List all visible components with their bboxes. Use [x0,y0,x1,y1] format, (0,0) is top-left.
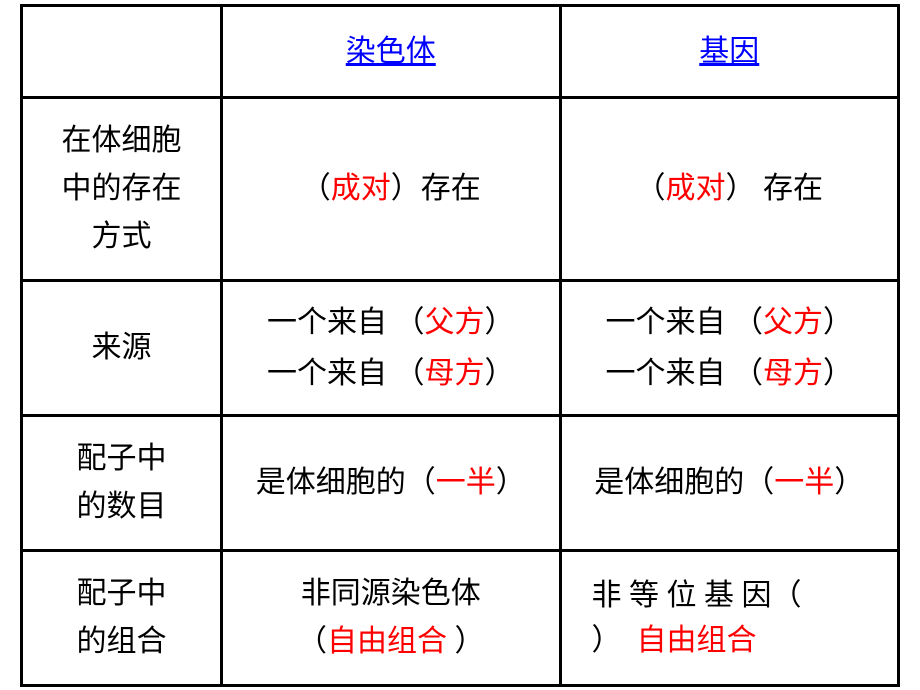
row2-c1-l1-pre: 一个来自 （ [267,306,425,339]
row4-label-l1: 配子中 [77,570,167,618]
row4-c1-l2-close: ） [447,625,485,658]
row2-gene: 一个来自 （父方） 一个来自 （母方） [562,282,898,414]
row1-label-l3: 方式 [62,213,182,261]
row2-c2-l1-red: 父方 [763,306,823,339]
row3-label-l2: 的数目 [77,483,167,531]
row2-label: 来源 [23,282,223,414]
row2-label-text: 来源 [92,325,152,370]
header-chromosome: 染色体 [223,7,562,96]
row2-c1-l1-post: ） [485,306,515,339]
row2-c1-l2-pre: 一个来自 （ [267,357,425,390]
row1-c2-red: 成对 [666,172,726,205]
row3-c2-red: 一半 [774,466,834,499]
row1-c2-close: ） 存在 [726,172,824,205]
row2-c2-l2-pre: 一个来自 （ [606,357,764,390]
header-chromosome-text: 染色体 [346,29,436,74]
row2-c1-l2-post: ） [485,357,515,390]
row1-gene: （成对） 存在 [562,99,898,279]
row1-c1-red: 成对 [331,172,391,205]
row1-label-l2: 中的存在 [62,165,182,213]
row2-c2-l2-post: ） [823,357,853,390]
row2-c2-l1-pre: 一个来自 （ [606,306,764,339]
row3-label-l1: 配子中 [77,435,167,483]
row1-c1-open: （ [301,172,331,205]
comparison-table: 染色体 基因 在体细胞 中的存在 方式 （成对）存在 （成对） 存在 来 [20,4,900,687]
row4-c2-l1: 非 等 位 基 因（ [592,573,888,618]
row2-c2-l1-post: ） [823,306,853,339]
row4-gene: 非 等 位 基 因（ ） 自由组合 [562,552,898,684]
row1-label: 在体细胞 中的存在 方式 [23,99,223,279]
table-row: 配子中 的组合 非同源染色体 （自由组合 ） 非 等 位 基 因（ ） 自由组合 [23,552,897,684]
row3-chromosome: 是体细胞的（一半） [223,417,562,549]
row1-chromosome: （成对）存在 [223,99,562,279]
header-empty-cell [23,7,223,96]
row1-label-l1: 在体细胞 [62,117,182,165]
row4-c1-l2-red: 自由组合 [327,625,447,658]
row4-c2-l2-close: ） [592,624,622,657]
table-row: 配子中 的数目 是体细胞的（一半） 是体细胞的（一半） [23,417,897,552]
row3-c2-pre: 是体细胞的（ [594,466,774,499]
header-gene-text: 基因 [699,29,759,74]
row4-label: 配子中 的组合 [23,552,223,684]
table-row: 在体细胞 中的存在 方式 （成对）存在 （成对） 存在 [23,99,897,282]
row2-chromosome: 一个来自 （父方） 一个来自 （母方） [223,282,562,414]
table-header-row: 染色体 基因 [23,7,897,99]
row3-label: 配子中 的数目 [23,417,223,549]
row1-c2-open: （ [636,172,666,205]
row3-c1-pre: 是体细胞的（ [256,466,436,499]
table-row: 来源 一个来自 （父方） 一个来自 （母方） 一个来自 （父方） 一个来自 （母… [23,282,897,417]
header-gene: 基因 [562,7,898,96]
row2-c1-l1-red: 父方 [425,306,485,339]
row4-c2-l2-red: 自由组合 [637,624,757,657]
row4-label-l2: 的组合 [77,618,167,666]
row1-c1-close: ）存在 [391,172,481,205]
row3-c1-post: ） [496,466,526,499]
row4-c1-l2-open: （ [297,625,327,658]
row3-c1-red: 一半 [436,466,496,499]
row2-c1-l2-red: 母方 [425,357,485,390]
row3-gene: 是体细胞的（一半） [562,417,898,549]
row3-c2-post: ） [834,466,864,499]
row4-chromosome: 非同源染色体 （自由组合 ） [223,552,562,684]
row2-c2-l2-red: 母方 [763,357,823,390]
row4-c1-l1: 非同源染色体 [297,570,485,618]
